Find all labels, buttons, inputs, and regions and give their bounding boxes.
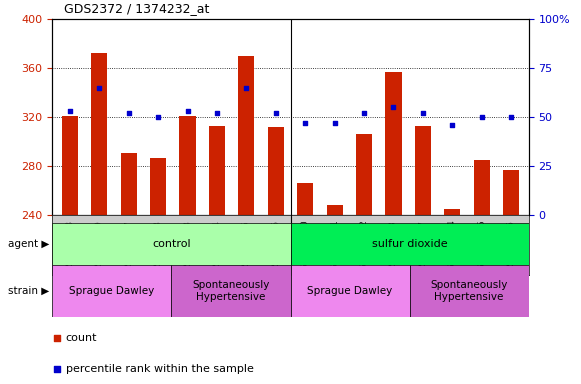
Text: GSM106234: GSM106234: [213, 220, 221, 271]
Text: GSM106240: GSM106240: [301, 220, 310, 270]
Bar: [121, 152, 137, 215]
Text: strain ▶: strain ▶: [8, 286, 49, 296]
Text: agent ▶: agent ▶: [8, 239, 49, 249]
Text: GSM106238: GSM106238: [66, 220, 74, 271]
Bar: [52, 265, 171, 317]
Text: GSM106242: GSM106242: [360, 220, 368, 270]
Bar: [91, 53, 107, 215]
Point: [153, 114, 163, 120]
Text: Spontaneously
Hypertensive: Spontaneously Hypertensive: [431, 280, 508, 302]
Point: [271, 110, 281, 116]
Text: Sprague Dawley: Sprague Dawley: [69, 286, 155, 296]
Text: GSM106241: GSM106241: [330, 220, 339, 270]
Bar: [356, 134, 372, 215]
Bar: [171, 265, 290, 317]
Point: [183, 108, 192, 114]
Point: [95, 85, 104, 91]
Bar: [209, 126, 225, 215]
Point: [389, 104, 398, 111]
Bar: [327, 205, 343, 215]
Text: control: control: [152, 239, 191, 249]
Point: [212, 110, 221, 116]
Bar: [297, 183, 313, 215]
Bar: [238, 56, 254, 215]
Text: count: count: [66, 333, 97, 343]
Bar: [503, 170, 519, 215]
Text: GSM106239: GSM106239: [95, 220, 104, 271]
Bar: [290, 265, 410, 317]
Bar: [52, 223, 290, 265]
Point: [418, 110, 428, 116]
Text: GSM106237: GSM106237: [418, 220, 428, 271]
Text: GSM106235: GSM106235: [242, 220, 251, 271]
Point: [330, 120, 339, 126]
Bar: [385, 72, 401, 215]
Bar: [62, 116, 78, 215]
Text: GSM106247: GSM106247: [124, 220, 133, 271]
Text: GDS2372 / 1374232_at: GDS2372 / 1374232_at: [64, 2, 209, 15]
Point: [300, 120, 310, 126]
Text: GSM106233: GSM106233: [183, 220, 192, 271]
Bar: [415, 126, 431, 215]
Point: [507, 114, 516, 120]
Text: GSM106244: GSM106244: [448, 220, 457, 270]
Text: sulfur dioxide: sulfur dioxide: [372, 239, 447, 249]
Text: GSM106236: GSM106236: [271, 220, 280, 271]
Text: GSM106248: GSM106248: [153, 220, 163, 271]
Text: GSM106246: GSM106246: [507, 220, 515, 271]
Text: percentile rank within the sample: percentile rank within the sample: [66, 364, 253, 374]
Text: Spontaneously
Hypertensive: Spontaneously Hypertensive: [192, 280, 270, 302]
Bar: [268, 127, 284, 215]
Point: [477, 114, 486, 120]
Text: GSM106243: GSM106243: [389, 220, 398, 271]
Text: Sprague Dawley: Sprague Dawley: [307, 286, 393, 296]
Point: [65, 108, 74, 114]
Bar: [180, 116, 196, 215]
Point: [360, 110, 369, 116]
Text: GSM106245: GSM106245: [477, 220, 486, 270]
Point: [124, 110, 134, 116]
Point: [52, 335, 62, 341]
Bar: [444, 209, 460, 215]
Point: [447, 122, 457, 128]
Point: [52, 366, 62, 372]
Bar: [290, 223, 529, 265]
Point: [242, 85, 251, 91]
Bar: [474, 160, 490, 215]
Bar: [410, 265, 529, 317]
Bar: [150, 157, 166, 215]
